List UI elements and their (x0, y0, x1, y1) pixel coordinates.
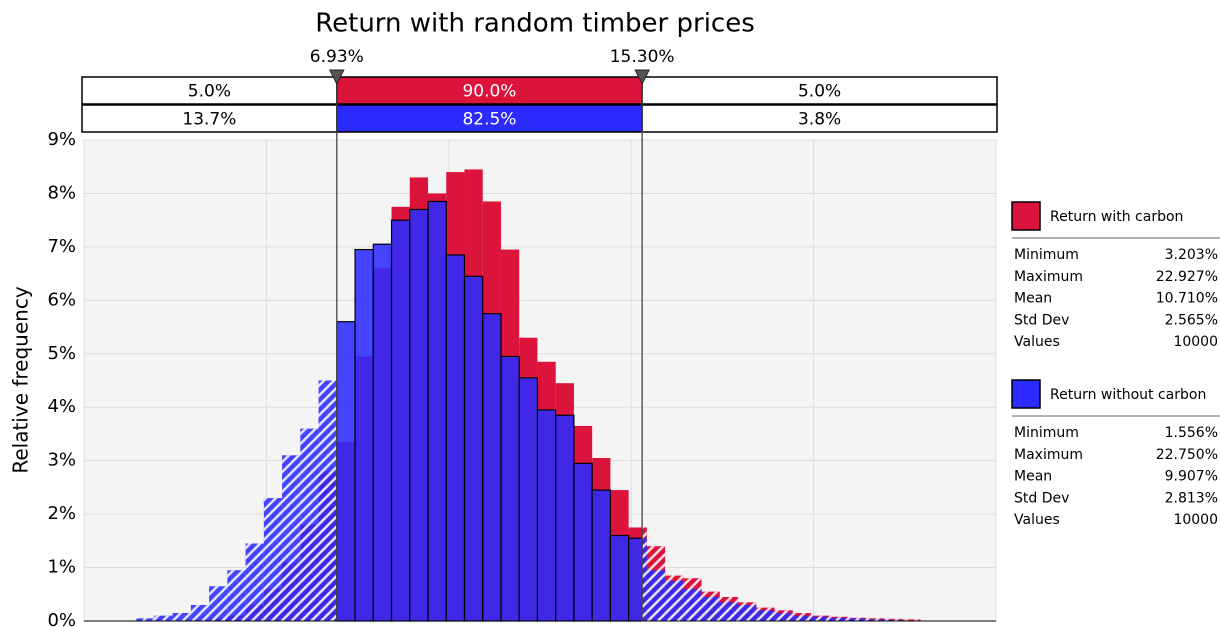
bar (372, 243, 393, 622)
y-tick-label: 1% (47, 557, 76, 578)
stat-value: 10.710% (1156, 291, 1218, 307)
y-tick-label: 0% (47, 610, 76, 627)
stat-label: Std Dev (1014, 490, 1069, 506)
stat-value: 3.203% (1165, 247, 1218, 263)
bar (482, 313, 502, 622)
bar-hatch (865, 619, 885, 621)
stat-label: Minimum (1014, 425, 1079, 441)
y-tick-label: 4% (47, 396, 76, 417)
delimiter-label: 6.93% (310, 47, 364, 67)
bar-hatch (665, 580, 684, 621)
bar (518, 377, 539, 622)
bar-hatch (172, 612, 191, 621)
stat-value: 10000 (1173, 334, 1218, 350)
stat-value: 10000 (1173, 512, 1218, 528)
stat-label: Std Dev (1014, 312, 1069, 328)
bar (390, 219, 411, 622)
stat-value: 22.750% (1156, 447, 1218, 463)
bar (591, 489, 612, 622)
legend-label: Return without carbon (1050, 387, 1206, 403)
bar-hatch (701, 596, 720, 621)
bar (354, 248, 374, 622)
bar-hatch (136, 618, 155, 621)
y-tick-label: 9% (47, 129, 76, 150)
delimiter-handle (634, 69, 650, 86)
delimiter-label: 15.30% (610, 47, 675, 67)
bar (336, 321, 356, 622)
bar-hatch (847, 618, 866, 621)
band-label: 13.7% (182, 110, 236, 130)
bar (500, 355, 520, 622)
bar-hatch (756, 610, 775, 621)
bar-hatch (190, 604, 210, 621)
bar (463, 275, 484, 622)
stat-value: 9.907% (1165, 469, 1218, 485)
y-tick-label: 3% (47, 450, 76, 471)
y-tick-label: 2% (47, 503, 76, 524)
bar-hatch (884, 619, 903, 621)
y-tick-label: 6% (47, 289, 76, 310)
stat-label: Maximum (1014, 447, 1083, 463)
legend-swatch (1011, 379, 1041, 409)
stat-label: Values (1014, 334, 1060, 350)
y-tick-label: 7% (47, 236, 76, 257)
stat-label: Mean (1014, 469, 1052, 485)
bar-hatch (792, 615, 812, 621)
bar (555, 414, 575, 622)
bar-hatch (227, 570, 246, 621)
y-tick-label: 5% (47, 343, 76, 364)
legend-label: Return with carbon (1050, 209, 1183, 225)
bar (445, 254, 466, 622)
stat-label: Maximum (1014, 269, 1083, 285)
bar-hatch (829, 617, 848, 621)
band-label: 5.0% (188, 82, 231, 102)
bar (628, 537, 643, 622)
bar-hatch (738, 604, 757, 621)
bar (427, 200, 447, 622)
chart-title: Return with random timber prices (315, 9, 755, 39)
band-cell (336, 104, 643, 133)
bar-hatch (154, 615, 173, 621)
bar-hatch (774, 612, 793, 621)
stat-value: 22.927% (1156, 269, 1218, 285)
bar (536, 409, 557, 622)
stat-value: 2.565% (1165, 312, 1218, 328)
stat-value: 2.813% (1165, 490, 1218, 506)
band-label: 5.0% (798, 82, 841, 102)
bar-hatch (209, 586, 228, 621)
delimiter-handle (328, 69, 345, 86)
band-cell (641, 104, 998, 133)
band-label: 90.0% (462, 82, 516, 102)
bar-hatch (902, 619, 921, 621)
stat-label: Mean (1014, 291, 1052, 307)
bar-hatch (318, 380, 337, 621)
stat-label: Minimum (1014, 247, 1079, 263)
legend-swatch (1011, 201, 1041, 231)
bar-hatch (811, 616, 830, 621)
bar-hatch (646, 570, 666, 621)
y-tick-label: 8% (47, 182, 76, 203)
band-label: 82.5% (462, 110, 516, 130)
stat-value: 1.556% (1165, 425, 1218, 441)
bar-hatch (683, 588, 702, 621)
bar-hatch (719, 602, 739, 621)
bar-hatch (263, 498, 283, 621)
band-label: 3.8% (798, 110, 841, 130)
bar (609, 534, 630, 622)
bar (409, 208, 429, 622)
bar-hatch (300, 428, 319, 621)
stat-label: Values (1014, 512, 1060, 528)
y-axis-label: Relative frequency (9, 286, 33, 473)
bar-hatch (282, 455, 301, 621)
bar-hatch (642, 538, 647, 621)
bar (573, 462, 593, 622)
bar-hatch (245, 543, 264, 621)
